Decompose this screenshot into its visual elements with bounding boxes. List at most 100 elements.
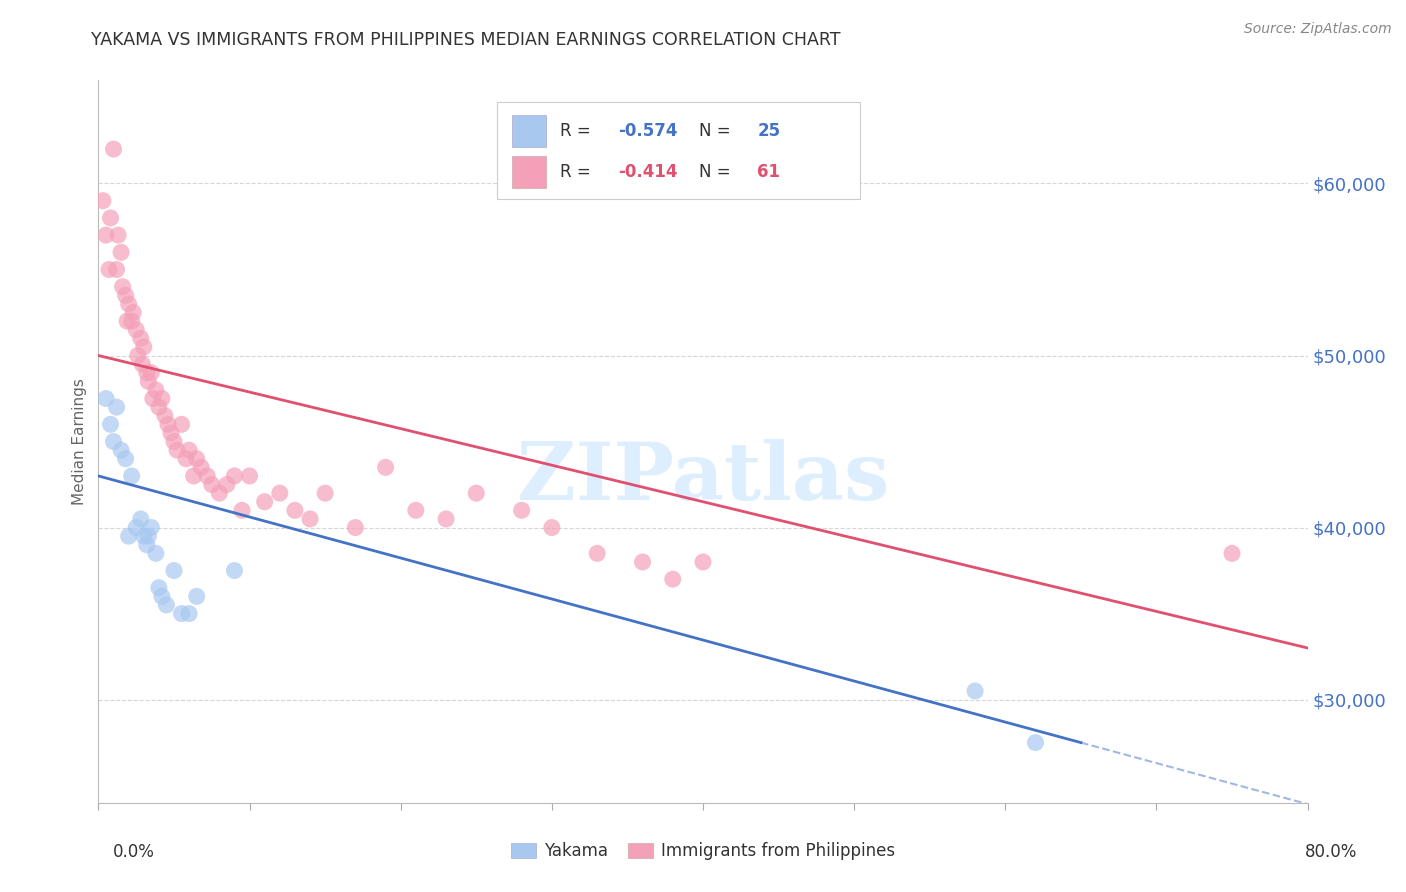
Point bbox=[141, 520, 163, 534]
Text: -0.574: -0.574 bbox=[619, 122, 678, 140]
Point bbox=[121, 314, 143, 328]
Point bbox=[100, 211, 122, 225]
Point bbox=[103, 434, 125, 449]
Point bbox=[208, 486, 231, 500]
Y-axis label: Median Earnings: Median Earnings bbox=[72, 378, 87, 505]
Point bbox=[132, 529, 155, 543]
Point bbox=[125, 323, 148, 337]
Point bbox=[132, 340, 155, 354]
Point bbox=[141, 366, 163, 380]
Point bbox=[100, 417, 122, 432]
Point bbox=[163, 564, 186, 578]
Point bbox=[98, 262, 121, 277]
Text: ZIPatlas: ZIPatlas bbox=[517, 439, 889, 516]
Point bbox=[224, 564, 246, 578]
Point bbox=[110, 443, 132, 458]
Legend: Yakama, Immigrants from Philippines: Yakama, Immigrants from Philippines bbox=[503, 836, 903, 867]
Point bbox=[253, 494, 276, 508]
Point bbox=[114, 288, 136, 302]
Point bbox=[215, 477, 238, 491]
FancyBboxPatch shape bbox=[512, 115, 546, 147]
Point bbox=[131, 357, 153, 371]
Text: YAKAMA VS IMMIGRANTS FROM PHILIPPINES MEDIAN EARNINGS CORRELATION CHART: YAKAMA VS IMMIGRANTS FROM PHILIPPINES ME… bbox=[91, 31, 841, 49]
Point bbox=[434, 512, 457, 526]
Point bbox=[586, 546, 609, 560]
Point bbox=[94, 392, 117, 406]
Point bbox=[145, 546, 167, 560]
Text: 0.0%: 0.0% bbox=[112, 843, 155, 861]
Point bbox=[661, 572, 683, 586]
Point bbox=[125, 520, 148, 534]
Text: R =: R = bbox=[561, 122, 596, 140]
Point bbox=[136, 529, 159, 543]
Point bbox=[174, 451, 197, 466]
Point bbox=[269, 486, 291, 500]
Point bbox=[284, 503, 307, 517]
Point bbox=[122, 305, 145, 319]
Point bbox=[121, 469, 143, 483]
Point bbox=[965, 684, 987, 698]
Point bbox=[153, 409, 176, 423]
Point bbox=[179, 607, 201, 621]
Point bbox=[136, 374, 159, 388]
Text: 25: 25 bbox=[758, 122, 780, 140]
Text: N =: N = bbox=[699, 163, 737, 181]
Point bbox=[465, 486, 488, 500]
Point bbox=[186, 590, 208, 604]
Point bbox=[1220, 546, 1243, 560]
Point bbox=[103, 142, 125, 156]
Point bbox=[163, 434, 186, 449]
Point bbox=[183, 469, 205, 483]
Point bbox=[239, 469, 262, 483]
Point bbox=[115, 314, 138, 328]
Point bbox=[107, 228, 129, 243]
Point bbox=[186, 451, 208, 466]
Text: Source: ZipAtlas.com: Source: ZipAtlas.com bbox=[1244, 22, 1392, 37]
Point bbox=[1024, 735, 1046, 749]
Point bbox=[148, 400, 170, 414]
Point bbox=[135, 538, 157, 552]
Point bbox=[540, 520, 562, 534]
Point bbox=[114, 451, 136, 466]
Point bbox=[118, 529, 141, 543]
Point bbox=[631, 555, 654, 569]
Point bbox=[170, 607, 193, 621]
Point bbox=[224, 469, 246, 483]
Point bbox=[510, 503, 533, 517]
Point bbox=[91, 194, 114, 208]
Point bbox=[129, 512, 152, 526]
Point bbox=[190, 460, 212, 475]
Text: -0.414: -0.414 bbox=[619, 163, 678, 181]
Point bbox=[231, 503, 253, 517]
Point bbox=[148, 581, 170, 595]
Point bbox=[299, 512, 322, 526]
Point bbox=[166, 443, 188, 458]
Point bbox=[150, 392, 173, 406]
Point bbox=[155, 598, 177, 612]
Text: R =: R = bbox=[561, 163, 596, 181]
Point bbox=[135, 366, 157, 380]
Point bbox=[142, 392, 165, 406]
Point bbox=[160, 425, 183, 440]
Point bbox=[105, 262, 128, 277]
Point bbox=[405, 503, 427, 517]
Point bbox=[105, 400, 128, 414]
Point bbox=[195, 469, 218, 483]
Point bbox=[170, 417, 193, 432]
Point bbox=[156, 417, 179, 432]
Text: 80.0%: 80.0% bbox=[1305, 843, 1357, 861]
Point bbox=[344, 520, 367, 534]
Text: 61: 61 bbox=[758, 163, 780, 181]
Point bbox=[314, 486, 336, 500]
Point bbox=[110, 245, 132, 260]
Point bbox=[179, 443, 201, 458]
Point bbox=[374, 460, 396, 475]
Point bbox=[145, 383, 167, 397]
FancyBboxPatch shape bbox=[512, 156, 546, 188]
Point bbox=[111, 279, 134, 293]
Point bbox=[692, 555, 714, 569]
Text: N =: N = bbox=[699, 122, 737, 140]
Point bbox=[127, 349, 149, 363]
Point bbox=[94, 228, 117, 243]
Point bbox=[118, 297, 141, 311]
